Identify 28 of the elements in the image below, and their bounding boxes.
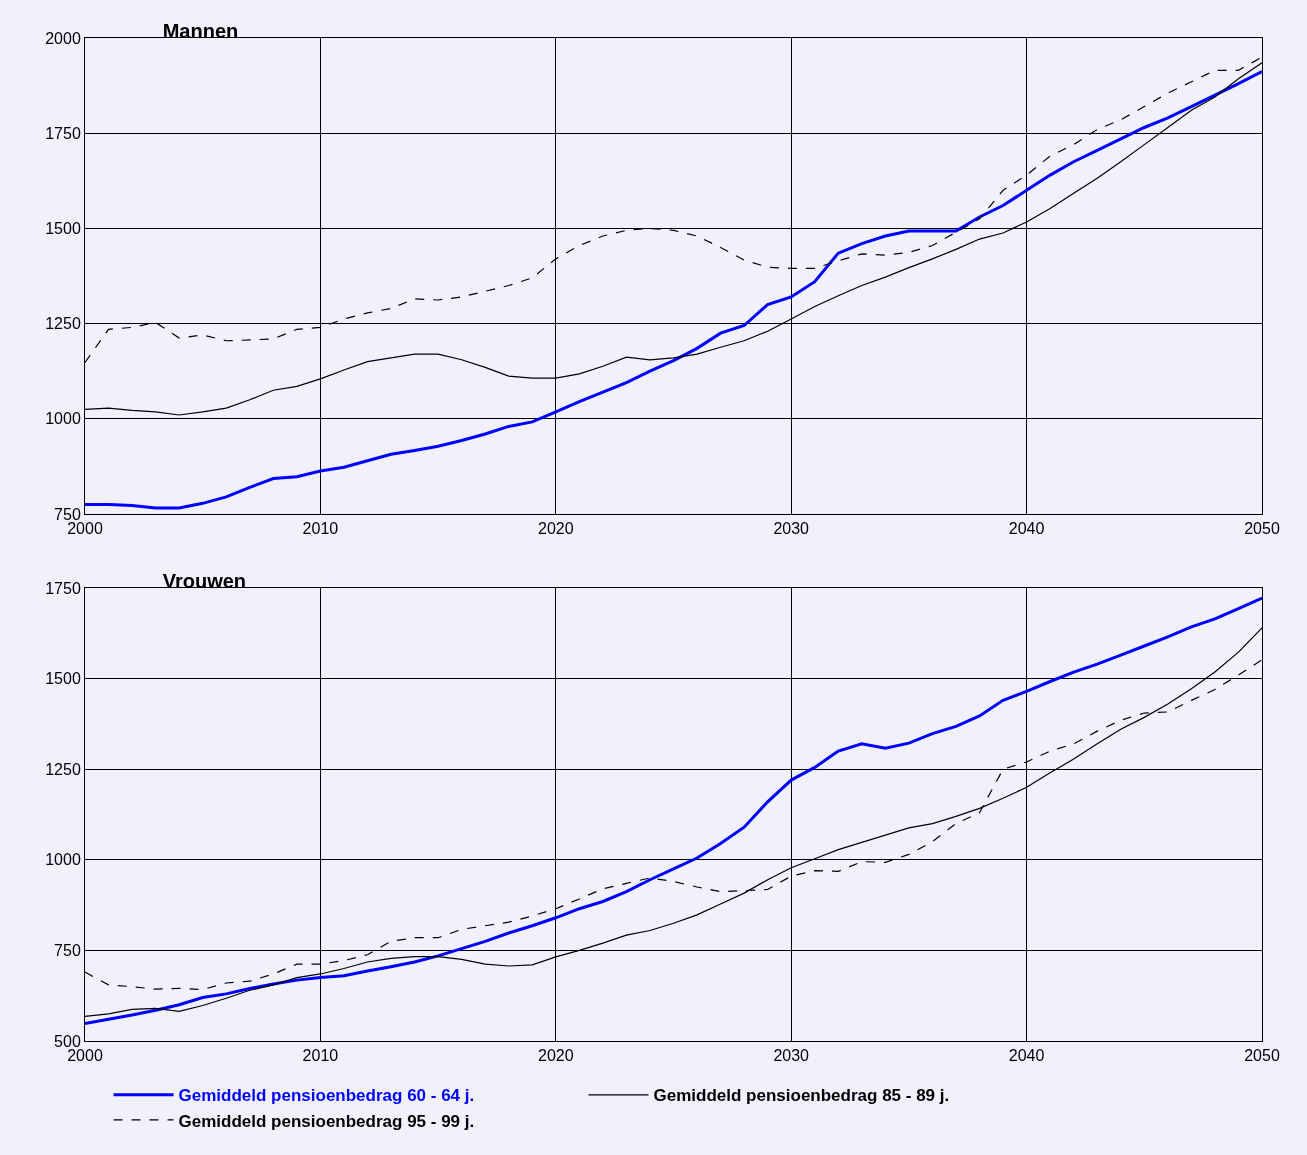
y-tick-label: 1250 [45,315,81,333]
y-tick-label: 1000 [45,851,81,869]
legend-label: Gemiddeld pensioenbedrag 95 - 99 j. [178,1111,475,1131]
x-tick-label: 2040 [1008,520,1045,538]
legend-label: Gemiddeld pensioenbedrag 60 - 64 j. [178,1086,475,1106]
x-tick-label: 2020 [538,520,574,538]
y-tick-label: 1500 [45,220,81,237]
y-tick-label: 1500 [45,670,81,688]
x-tick-label: 2010 [302,1047,339,1065]
y-tick-label: 750 [54,505,81,523]
x-tick-label: 2040 [1008,1047,1045,1065]
y-tick-label: 750 [54,942,81,959]
x-tick-label: 2030 [773,1047,810,1065]
line-series [85,70,1262,510]
x-tick-label: 2050 [1244,1047,1280,1065]
y-tick-label: 1250 [45,760,81,778]
y-tick-label: 500 [54,1032,81,1050]
y-tick-label: 1000 [45,410,81,428]
x-tick-label: 2010 [302,520,339,538]
legend-label: Gemiddeld pensioenbedrag 85 - 89 j. [653,1086,950,1106]
x-tick-label: 2000 [67,1047,103,1065]
y-tick-label: 1750 [45,124,81,142]
y-tick-label: 1750 [45,579,81,597]
y-tick-label: 2000 [45,29,81,47]
x-tick-label: 2020 [538,1047,574,1065]
x-tick-label: 2050 [1244,520,1280,538]
x-tick-label: 2030 [773,520,810,538]
x-tick-label: 2000 [67,520,103,538]
